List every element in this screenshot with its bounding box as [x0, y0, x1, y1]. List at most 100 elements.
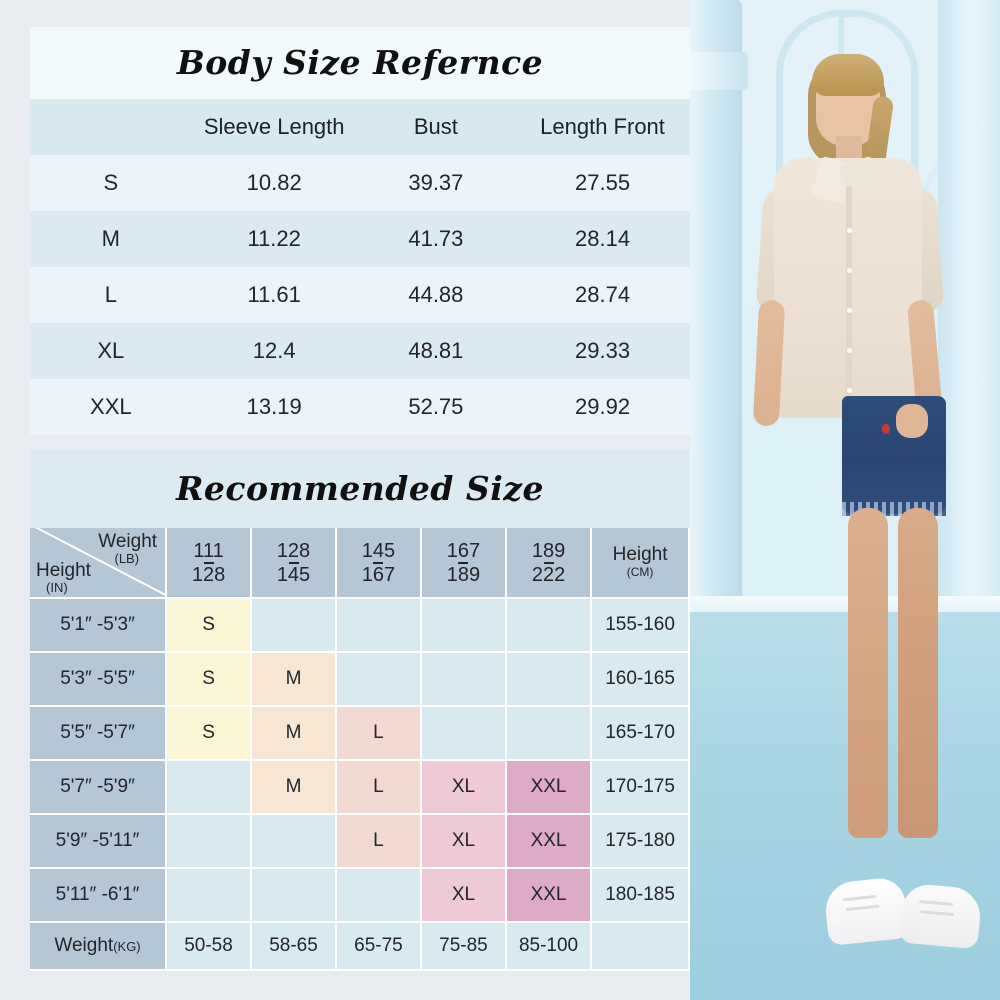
- arch-window: [776, 10, 918, 247]
- sneaker-left: [822, 875, 910, 947]
- matrix-cell: S: [166, 652, 253, 707]
- matrix-cell: L: [335, 814, 422, 869]
- cell-sleeve: 11.61: [247, 282, 301, 307]
- matrix-row: 5'9″ -5'11″ L XL XXL 175-180: [30, 814, 690, 869]
- weight-range-from: 189: [531, 539, 566, 562]
- weight-range-from: 145: [361, 539, 396, 562]
- footer-weight-range: 50-58: [166, 922, 253, 971]
- cell-length: 28.14: [575, 226, 631, 251]
- col-header-size: [30, 99, 192, 155]
- cell-bust: 52.75: [408, 394, 464, 419]
- shirt-button: [847, 388, 852, 393]
- recommended-size-card: Weight (LB) Height (IN) 111 128: [30, 528, 690, 971]
- matrix-cell: M: [251, 706, 337, 761]
- matrix-cell: [251, 868, 337, 923]
- cell-size: M: [101, 226, 120, 251]
- cell-size: XL: [97, 338, 125, 363]
- row-height-cm: 155-160: [591, 598, 690, 653]
- cell-bust: 44.88: [408, 282, 464, 307]
- weight-range-to: 222: [531, 563, 566, 586]
- cell-bust: 41.73: [408, 226, 464, 251]
- range-dash: [203, 561, 214, 564]
- weight-range-header: 145 167: [335, 528, 422, 599]
- height-cm-label: Height: [612, 544, 668, 566]
- matrix-cell: [420, 706, 507, 761]
- cell-size: L: [104, 282, 117, 307]
- range-dash: [543, 561, 554, 564]
- weight-range-header: 111 128: [166, 528, 253, 599]
- weight-label-text: Weight: [98, 531, 158, 552]
- row-height-in: 5'1″ -5'3″: [30, 598, 168, 653]
- table-row: M 11.22 41.73 28.14: [30, 211, 690, 267]
- matrix-cell: [335, 652, 422, 707]
- weight-range-header: 189 222: [505, 528, 593, 599]
- row-height-in: 5'3″ -5'5″: [30, 652, 168, 707]
- footer-weight-range: 85-100: [505, 922, 593, 971]
- hand-right: [896, 404, 928, 438]
- cell-bust: 39.37: [408, 170, 464, 195]
- height-axis-label: Height (IN): [36, 561, 91, 595]
- row-height-cm: 175-180: [591, 814, 690, 869]
- matrix-cell: M: [251, 652, 337, 707]
- weight-range-from: 111: [193, 539, 224, 562]
- height-unit-text: (IN): [46, 580, 68, 596]
- matrix-cell: [505, 706, 593, 761]
- range-dash: [288, 561, 299, 564]
- height-cm-unit: (CM): [626, 565, 654, 580]
- matrix-row: 5'5″ -5'7″ S M L 165-170: [30, 706, 690, 761]
- matrix-cell: XL: [420, 814, 507, 869]
- cell-length: 28.74: [575, 282, 631, 307]
- range-dash: [458, 561, 469, 564]
- matrix-cell: [166, 868, 253, 923]
- shoelace: [842, 894, 877, 902]
- footer-weight-range: 58-65: [251, 922, 337, 971]
- cell-sleeve: 11.22: [247, 226, 301, 251]
- table-row: XL 12.4 48.81 29.33: [30, 323, 690, 379]
- weight-range-from: 128: [276, 539, 311, 562]
- body-size-card: Body Size Refernce Sleeve Length Bust Le…: [30, 27, 690, 435]
- hair-top: [812, 54, 884, 96]
- row-height-cm: 170-175: [591, 760, 690, 815]
- corner-header-cell: Weight (LB) Height (IN): [30, 528, 168, 599]
- shoelace: [919, 900, 954, 907]
- cell-bust: 48.81: [408, 338, 464, 363]
- matrix-cell: L: [335, 706, 422, 761]
- footer-empty-cell: [591, 922, 690, 971]
- footer-weight-range: 65-75: [335, 922, 422, 971]
- weight-range-to: 167: [361, 563, 396, 586]
- col-header-bust: Bust: [413, 114, 458, 139]
- footer-weight-label: Weight(KG): [30, 922, 168, 971]
- shirt-button: [847, 308, 852, 313]
- denim-shorts: [842, 396, 946, 514]
- height-cm-header: Height (CM): [591, 528, 690, 599]
- tables-panel: Body Size Refernce Sleeve Length Bust Le…: [30, 27, 690, 971]
- table-header-row: Sleeve Length Bust Length Front: [30, 99, 690, 155]
- cell-size: XXL: [90, 394, 132, 419]
- matrix-cell: XXL: [505, 814, 593, 869]
- matrix-cell: XXL: [505, 868, 593, 923]
- cell-sleeve: 12.4: [252, 338, 296, 363]
- shirt-button: [847, 348, 852, 353]
- matrix-cell: [166, 760, 253, 815]
- shoelace: [920, 910, 955, 917]
- footer-weight-range: 75-85: [420, 922, 507, 971]
- weight-unit-text: (LB): [114, 550, 140, 566]
- matrix-cell: [166, 814, 253, 869]
- shirt-button: [847, 228, 852, 233]
- weight-range-to: 145: [276, 563, 311, 586]
- matrix-cell: S: [166, 706, 253, 761]
- row-height-in: 5'11″ -6'1″: [30, 868, 168, 923]
- recommended-size-table: Weight (LB) Height (IN) 111 128: [30, 528, 690, 971]
- footer-weight-text: Weight: [54, 935, 114, 956]
- recommended-size-title: Recommended Size: [30, 450, 690, 528]
- body-size-table: Sleeve Length Bust Length Front S 10.82 …: [30, 99, 690, 435]
- col-header-length-front: Length Front: [540, 114, 665, 139]
- table-row: L 11.61 44.88 28.74: [30, 267, 690, 323]
- cell-size: S: [103, 170, 119, 195]
- range-dash: [373, 561, 384, 564]
- cell-length: 27.55: [575, 170, 631, 195]
- table-row: XXL 13.19 52.75 29.92: [30, 379, 690, 435]
- matrix-row: 5'1″ -5'3″ S 155-160: [30, 598, 690, 653]
- table-row: S 10.82 39.37 27.55: [30, 155, 690, 211]
- matrix-header-row: Weight (LB) Height (IN) 111 128: [30, 528, 690, 599]
